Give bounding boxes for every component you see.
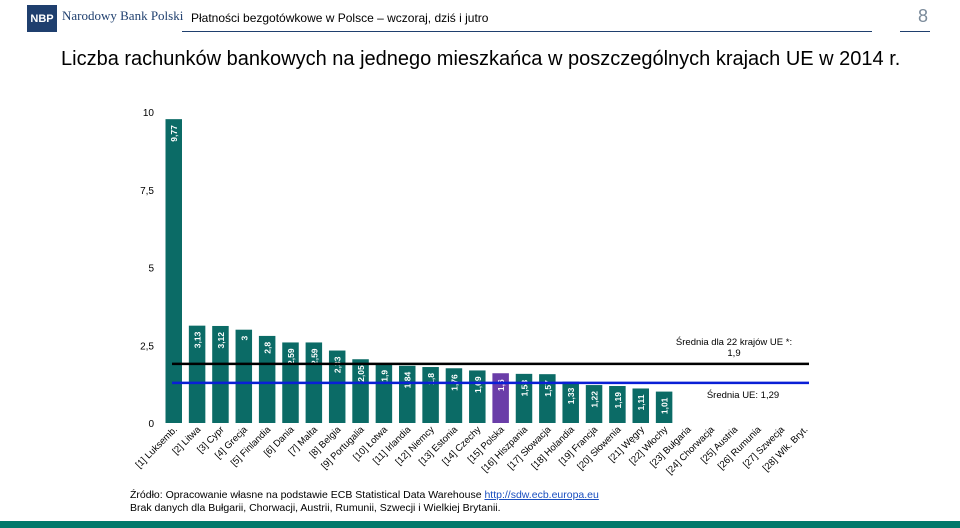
bar-value-label: 3 (239, 335, 249, 340)
bank-name: Narodowy Bank Polski (62, 8, 184, 23)
bar (632, 388, 649, 423)
bar-value-label: 1,8 (426, 373, 436, 385)
bar-value-label: 1,9 (379, 370, 389, 382)
bar (585, 385, 603, 423)
bar-value-label: 2,59 (309, 348, 319, 365)
bar-value-label: 3,13 (193, 331, 203, 348)
page-number-rule (900, 31, 930, 32)
bar-value-label: 1,58 (520, 380, 530, 397)
bar (235, 329, 253, 423)
y-tick-label: 7,5 (140, 186, 154, 197)
bar (562, 381, 579, 423)
source-line-2: Brak danych dla Bułgarii, Chorwacji, Aus… (130, 502, 501, 514)
y-tick-label: 5 (148, 264, 154, 275)
y-tick-label: 10 (143, 108, 155, 119)
bar (609, 385, 626, 423)
source-text: Źródło: Opracowanie własne na podstawie … (130, 489, 485, 501)
bar (375, 363, 393, 423)
nbp-logo: NBP (27, 5, 57, 32)
bar (188, 325, 206, 423)
bar-value-label: 1,84 (403, 372, 413, 389)
slide-headline: Liczba rachunków bankowych na jednego mi… (61, 48, 901, 70)
bar-value-label: 1,33 (566, 387, 576, 404)
bar-value-label: 2,05 (356, 365, 366, 382)
average-22-value: 1,9 (727, 348, 740, 359)
bar (165, 119, 182, 423)
bar (328, 350, 346, 423)
bar-value-label: 3,12 (216, 332, 226, 349)
header-rule (182, 31, 872, 32)
bar-value-label: 1,69 (473, 376, 483, 393)
average-22-label: Średnia dla 22 krajów UE *: (676, 336, 792, 348)
y-tick-label: 0 (148, 419, 154, 430)
average-eu-label: Średnia UE: 1,29 (707, 389, 779, 401)
presentation-title: Płatności bezgotówkowe w Polsce – wczora… (191, 11, 489, 25)
bar (399, 365, 416, 423)
bar (258, 335, 276, 423)
bar (655, 391, 673, 423)
bar-value-label: 1,22 (590, 391, 600, 408)
footer-bar (0, 521, 960, 528)
bar-value-label: 1,19 (613, 392, 623, 409)
bar-value-label: 2,59 (286, 348, 296, 365)
bar (212, 325, 229, 423)
page-number: 8 (917, 6, 928, 26)
source-link[interactable]: http://sdw.ecb.europa.eu (484, 489, 599, 501)
source-note: Źródło: Opracowanie własne na podstawie … (130, 489, 599, 515)
bar-value-label: 1,57 (543, 380, 553, 397)
bar (352, 359, 369, 423)
bar-value-label: 1,6 (496, 379, 506, 391)
y-tick-label: 2,5 (140, 341, 154, 352)
bar (539, 374, 556, 423)
source-line-1: Źródło: Opracowanie własne na podstawie … (130, 489, 599, 502)
bar-value-label: 1,01 (660, 397, 670, 414)
bar-value-label: 1,11 (636, 394, 646, 410)
bar-value-label: 9,77 (169, 125, 179, 142)
bar (515, 373, 533, 423)
bar-value-label: 2,8 (263, 342, 273, 354)
bar (422, 367, 439, 423)
bar (492, 373, 509, 423)
